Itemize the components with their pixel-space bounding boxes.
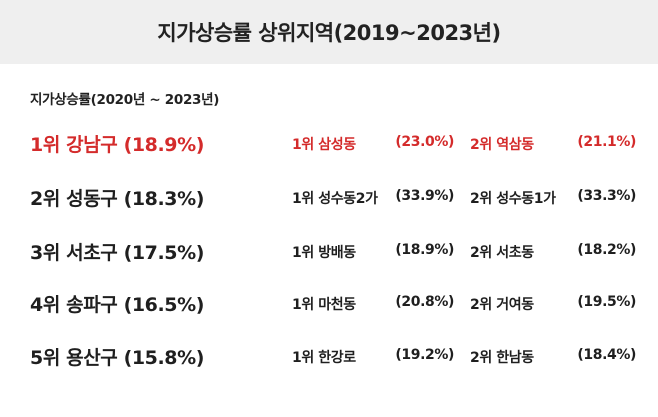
first-dong-name: 1위 삼성동 xyxy=(292,137,356,153)
second-dong-rate: (18.2%) xyxy=(577,242,636,258)
second-dong-name: 2위 거여동 xyxy=(470,297,534,313)
ranking-row: 5위 용산구 (15.8%) 1위 한강로 (19.2%) 2위 한남동 (18… xyxy=(0,343,658,373)
first-dong-rate: (19.2%) xyxy=(395,347,454,363)
ranking-row: 3위 서초구 (17.5%) 1위 방배동 (18.9%) 2위 서초동 (18… xyxy=(0,238,658,268)
district-rank-label: 4위 송파구 (16.5%) xyxy=(30,294,205,316)
district-rank-label: 2위 성동구 (18.3%) xyxy=(30,188,205,210)
ranking-row: 1위 강남구 (18.9%) 1위 삼성동 (23.0%) 2위 역삼동 (21… xyxy=(0,130,658,160)
second-dong-rate: (21.1%) xyxy=(577,134,636,150)
first-dong-name: 1위 방배동 xyxy=(292,245,356,261)
first-dong-rate: (23.0%) xyxy=(395,134,454,150)
district-rank-label: 1위 강남구 (18.9%) xyxy=(30,134,205,156)
first-dong-name: 1위 한강로 xyxy=(292,350,356,366)
table-subtitle: 지가상승률(2020년 ~ 2023년) xyxy=(30,92,220,108)
first-dong-rate: (33.9%) xyxy=(395,188,454,204)
first-dong-name: 1위 마천동 xyxy=(292,297,356,313)
second-dong-rate: (33.3%) xyxy=(577,188,636,204)
second-dong-name: 2위 성수동1가 xyxy=(470,191,556,207)
district-rank-label: 5위 용산구 (15.8%) xyxy=(30,347,205,369)
header-banner: 지가상승률 상위지역(2019~2023년) xyxy=(0,0,658,64)
ranking-row: 4위 송파구 (16.5%) 1위 마천동 (20.8%) 2위 거여동 (19… xyxy=(0,290,658,320)
second-dong-rate: (18.4%) xyxy=(577,347,636,363)
first-dong-rate: (20.8%) xyxy=(395,294,454,310)
first-dong-rate: (18.9%) xyxy=(395,242,454,258)
second-dong-name: 2위 역삼동 xyxy=(470,137,534,153)
second-dong-rate: (19.5%) xyxy=(577,294,636,310)
page-title: 지가상승률 상위지역(2019~2023년) xyxy=(157,21,501,45)
second-dong-name: 2위 한남동 xyxy=(470,350,534,366)
first-dong-name: 1위 성수동2가 xyxy=(292,191,378,207)
second-dong-name: 2위 서초동 xyxy=(470,245,534,261)
district-rank-label: 3위 서초구 (17.5%) xyxy=(30,242,205,264)
ranking-row: 2위 성동구 (18.3%) 1위 성수동2가 (33.9%) 2위 성수동1가… xyxy=(0,184,658,214)
